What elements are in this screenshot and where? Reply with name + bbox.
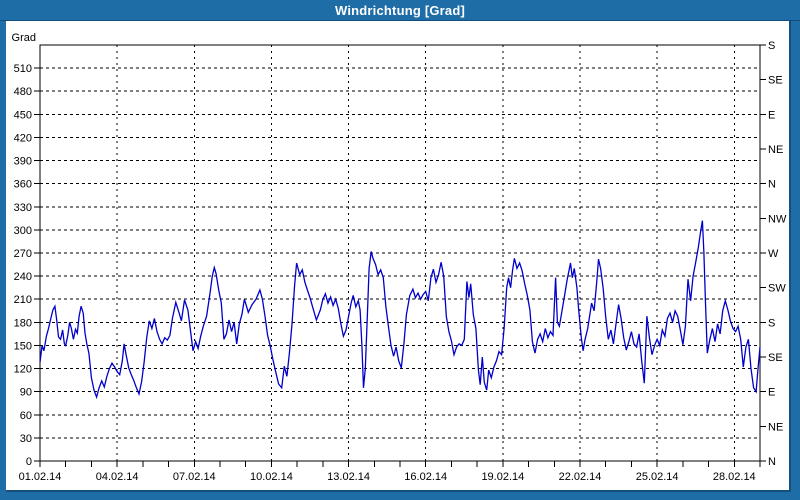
svg-text:22.02.14: 22.02.14 <box>559 471 602 483</box>
svg-text:360: 360 <box>14 179 32 191</box>
svg-text:E: E <box>768 109 775 121</box>
chart-panel <box>6 21 791 492</box>
svg-text:SE: SE <box>768 352 783 364</box>
svg-text:16.02.14: 16.02.14 <box>404 471 447 483</box>
svg-text:450: 450 <box>14 109 32 121</box>
svg-text:N: N <box>768 456 776 468</box>
svg-text:S: S <box>768 317 775 329</box>
svg-text:210: 210 <box>14 294 32 306</box>
svg-text:60: 60 <box>20 410 32 422</box>
y-axis-left: 0 30 60 90 120 150 180 210 240 270 300 330 360 390 420… <box>12 32 40 468</box>
svg-text:NE: NE <box>768 421 783 433</box>
svg-text:300: 300 <box>14 225 32 237</box>
svg-text:28.02.14: 28.02.14 <box>713 471 756 483</box>
svg-text:01.02.14: 01.02.14 <box>19 471 62 483</box>
svg-text:30: 30 <box>20 433 32 445</box>
svg-text:SW: SW <box>768 283 786 295</box>
svg-text:480: 480 <box>14 86 32 98</box>
svg-text:SE: SE <box>768 75 783 87</box>
wind-direction-series <box>39 220 761 400</box>
window-title: Windrichtung [Grad] <box>334 2 466 18</box>
svg-text:240: 240 <box>14 271 32 283</box>
svg-text:90: 90 <box>20 387 32 399</box>
svg-text:150: 150 <box>14 340 32 352</box>
svg-text:270: 270 <box>14 248 32 260</box>
svg-text:E: E <box>768 387 775 399</box>
svg-text:180: 180 <box>14 317 32 329</box>
svg-text:NW: NW <box>768 213 787 225</box>
svg-text:13.02.14: 13.02.14 <box>327 471 370 483</box>
svg-text:10.02.14: 10.02.14 <box>250 471 293 483</box>
svg-text:19.02.14: 19.02.14 <box>481 471 524 483</box>
y-axis-right: S SE E NE N NW W SW S SE E NE N <box>760 40 787 468</box>
svg-text:420: 420 <box>14 132 32 144</box>
svg-text:N: N <box>768 179 776 191</box>
svg-text:S: S <box>768 40 775 52</box>
svg-text:NE: NE <box>768 144 783 156</box>
svg-text:390: 390 <box>14 156 32 168</box>
x-axis: 01.02.14 04.02.14 07.02.14 10.02.14 13.02.14… <box>19 461 761 483</box>
svg-text:W: W <box>768 248 779 260</box>
gridlines <box>40 45 760 461</box>
svg-text:04.02.14: 04.02.14 <box>96 471 139 483</box>
svg-text:25.02.14: 25.02.14 <box>636 471 679 483</box>
svg-text:510: 510 <box>14 63 32 75</box>
svg-text:0: 0 <box>26 456 32 468</box>
window-title-bar: Windrichtung [Grad] <box>0 0 800 21</box>
svg-text:07.02.14: 07.02.14 <box>173 471 216 483</box>
svg-text:330: 330 <box>14 202 32 214</box>
svg-text:120: 120 <box>14 364 32 376</box>
svg-text:Grad: Grad <box>12 32 36 44</box>
